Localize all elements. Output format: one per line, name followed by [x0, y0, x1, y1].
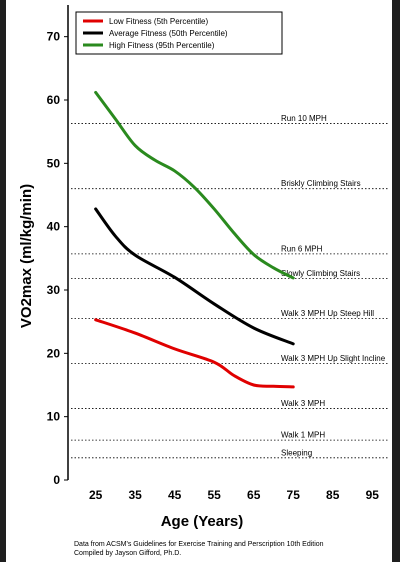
vo2max-chart: Run 10 MPH Briskly Climbing Stairs Run 6 M…: [18, 5, 389, 557]
y-tick-label: 20: [47, 346, 61, 360]
x-tick-label: 35: [128, 488, 142, 502]
reference-label-walk-1-mph: Walk 1 MPH: [281, 431, 325, 440]
x-tick-label: 95: [366, 488, 380, 502]
x-tick-label: 75: [287, 488, 301, 502]
footnote-line-1: Data from ACSM's Guidelines for Exercise…: [74, 541, 324, 548]
y-tick-label: 70: [47, 30, 61, 44]
legend-box: [75, 11, 283, 55]
reference-label-run-6-mph: Run 6 MPH: [281, 244, 323, 253]
x-tick-labels: 25 35 45 55 65 75 85 95: [89, 488, 379, 502]
reference-label-walk-3-mph-up-steep-hill: Walk 3 MPH Up Steep Hill: [281, 309, 374, 318]
series-line-low: [94, 318, 295, 389]
x-tick-label: 65: [247, 488, 261, 502]
x-axis-title: Age (Years): [161, 513, 244, 530]
x-tick-label: 45: [168, 488, 182, 502]
footnote-line-2: Compiled by Jayson Gifford, Ph.D.: [74, 550, 181, 557]
y-tick-label: 40: [47, 220, 61, 234]
series-lines: [94, 90, 295, 389]
y-tick-label: 0: [53, 473, 60, 487]
reference-label-walk-3-mph-up-slight-incline: Walk 3 MPH Up Slight Incline: [281, 354, 386, 363]
series-line-high: [94, 90, 295, 280]
series-line-average: [94, 207, 295, 346]
reference-lines: Run 10 MPH Briskly Climbing Stairs Run 6 M…: [71, 114, 389, 459]
legend-label-average: Average Fitness (50th Percentile): [109, 29, 228, 38]
y-tick-labels: 0 10 20 30 40 50 60 70: [47, 30, 68, 487]
y-tick-label: 50: [47, 156, 61, 170]
legend-label-high: High Fitness (95th Percentile): [109, 41, 215, 50]
x-tick-label: 25: [89, 488, 103, 502]
legend: Low Fitness (5th Percentile) Average Fit…: [75, 11, 283, 55]
y-axis-title: VO2max (ml/kg/min): [18, 184, 35, 328]
reference-label-briskly-climbing-stairs: Briskly Climbing Stairs: [281, 179, 361, 188]
reference-label-sleeping: Sleeping: [281, 448, 312, 457]
x-tick-label: 55: [208, 488, 222, 502]
reference-label-run-10-mph: Run 10 MPH: [281, 114, 327, 123]
reference-label-slowly-climbing-stairs: Slowly Climbing Stairs: [281, 269, 360, 278]
y-tick-label: 30: [47, 283, 61, 297]
x-tick-label: 85: [326, 488, 340, 502]
y-tick-label: 60: [47, 93, 61, 107]
y-tick-label: 10: [47, 410, 61, 424]
reference-label-walk-3-mph: Walk 3 MPH: [281, 399, 325, 408]
legend-label-low: Low Fitness (5th Percentile): [109, 17, 208, 26]
chart-frame: Run 10 MPH Briskly Climbing Stairs Run 6 M…: [6, 0, 392, 562]
